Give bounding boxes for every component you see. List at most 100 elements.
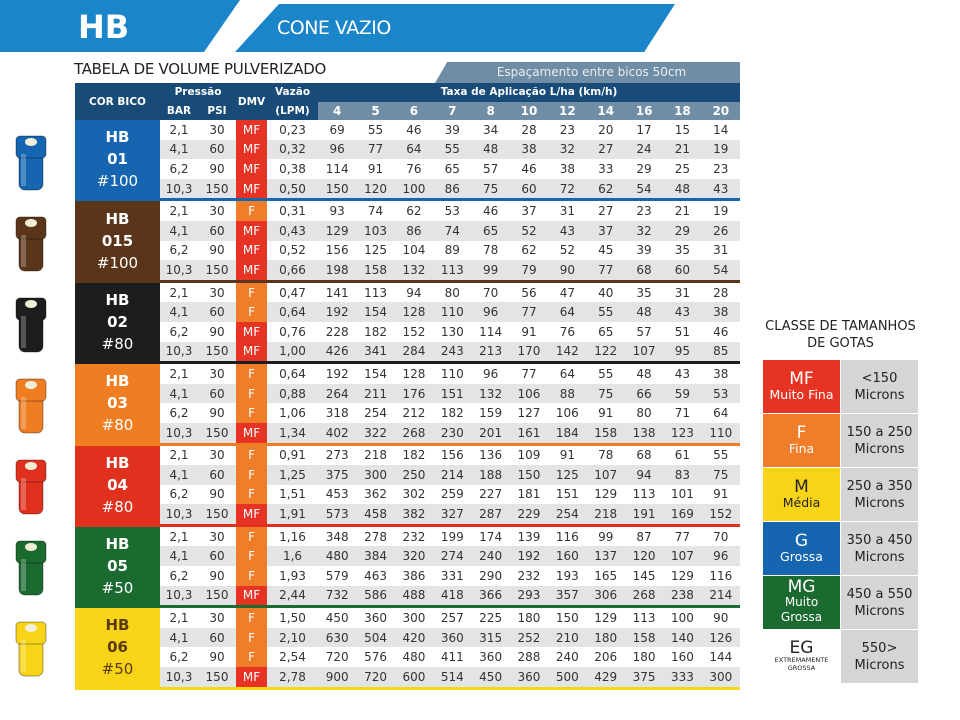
rate-value: 101 xyxy=(670,487,694,502)
rate-value: 360 xyxy=(433,627,472,648)
psi-value: 30 xyxy=(209,204,225,219)
rate-value: 411 xyxy=(440,650,464,665)
dmv-value: MF xyxy=(236,139,268,160)
dmv-value: F xyxy=(236,302,268,322)
rate-value: 174 xyxy=(479,529,503,544)
rate-value: 152 xyxy=(701,504,740,524)
rate-value: 38 xyxy=(713,366,729,381)
rate-value: 278 xyxy=(364,529,387,544)
rate-value: 89 xyxy=(444,243,460,258)
nozzle-code: 05 xyxy=(107,557,128,576)
flow-value: 0,66 xyxy=(267,260,319,280)
nozzle-name: HB xyxy=(105,616,130,635)
nozzle-code: 01 xyxy=(107,150,128,169)
bar-value: 2,1 xyxy=(169,366,189,381)
col-vazao: Vazão xyxy=(267,83,319,102)
legend-range-value: 550> xyxy=(861,640,898,656)
psi-value: 150 xyxy=(198,504,237,524)
rate-value: 83 xyxy=(663,465,702,485)
rate-value: 145 xyxy=(632,568,656,583)
rate-value: 900 xyxy=(318,667,357,687)
legend-range: 350 a 450 Microns xyxy=(840,522,918,575)
spacing-label: Espaçamento entre bicos 50cm xyxy=(435,62,740,83)
nozzle-icon xyxy=(12,537,50,599)
rate-value: 19 xyxy=(701,139,740,160)
psi-value: 90 xyxy=(209,650,225,665)
rate-value: 91 xyxy=(713,487,729,502)
rate-value: 156 xyxy=(325,243,349,258)
rate-value: 96 xyxy=(701,546,740,567)
rate-value: 74 xyxy=(367,204,384,219)
rate-value: 69 xyxy=(329,122,345,137)
bar-value: 10,3 xyxy=(160,260,198,280)
table-row: 6,2 90 MF 0,52 156 125 104 89 78 62 52 45 39 35 31 xyxy=(75,240,740,261)
dmv-value: MF xyxy=(236,341,268,362)
rate-value: 192 xyxy=(509,546,549,567)
rate-value: 38 xyxy=(701,302,740,322)
model-banner: HB xyxy=(0,0,240,52)
rate-value: 573 xyxy=(318,504,357,524)
rate-value: 62 xyxy=(586,178,625,199)
rate-value: 300 xyxy=(356,465,395,485)
nozzle-mesh: #50 xyxy=(101,660,134,679)
rate-value: 80 xyxy=(636,406,652,421)
rate-value: 55 xyxy=(367,122,384,137)
rate-value: 360 xyxy=(509,667,549,687)
legend-code: MF xyxy=(789,368,814,389)
psi-value: 30 xyxy=(209,366,225,381)
bar-value: 6,2 xyxy=(169,243,189,258)
rate-value: 45 xyxy=(598,243,614,258)
rate-value: 68 xyxy=(636,448,652,463)
rate-value: 116 xyxy=(555,529,579,544)
dmv-value: F xyxy=(236,647,268,668)
rate-value: 86 xyxy=(394,220,434,241)
table-row: 4,1 60 MF 0,43 129 103 86 74 65 52 43 37 32 29 26 xyxy=(75,220,740,241)
legend-range-unit: Microns xyxy=(854,657,905,673)
legend-range-value: 250 a 350 xyxy=(846,478,913,494)
col-bar: BAR xyxy=(160,101,198,120)
psi-value: 60 xyxy=(198,627,237,648)
dmv-value: MF xyxy=(236,120,268,140)
psi-value: 90 xyxy=(209,406,225,421)
rate-value: 31 xyxy=(713,243,729,258)
rate-value: 27 xyxy=(586,139,625,160)
rate-value: 28 xyxy=(713,285,729,300)
rate-value: 150 xyxy=(555,611,579,626)
rate-value: 20 xyxy=(598,122,614,137)
rate-value: 21 xyxy=(674,204,691,219)
table-row: 10,3 150 MF 1,00 426 341 284 243 213 170 142 122 107… xyxy=(75,341,740,362)
table-row: 6,2 90 MF 0,76 228 182 152 130 114 91 76 65 57 51 46 xyxy=(75,321,740,342)
rate-value: 75 xyxy=(471,178,510,199)
flow-value: 0,64 xyxy=(279,366,306,381)
flow-value: 0,47 xyxy=(279,285,306,300)
rate-value: 52 xyxy=(509,220,549,241)
bar-value: 2,1 xyxy=(169,285,189,300)
separator-line xyxy=(75,605,740,609)
rate-value: 426 xyxy=(318,341,357,362)
rate-value: 55 xyxy=(598,366,614,381)
psi-value: 90 xyxy=(209,487,225,502)
rate-value: 206 xyxy=(594,650,618,665)
legend-item: EG EXTREMAMENTE GROSSA 550> Microns xyxy=(763,630,918,684)
flow-value: 2,78 xyxy=(267,667,319,687)
rate-value: 80 xyxy=(444,285,460,300)
bar-value: 10,3 xyxy=(160,504,198,524)
dmv-value: MF xyxy=(236,240,268,261)
rate-value: 161 xyxy=(509,422,549,443)
rate-value: 104 xyxy=(402,243,426,258)
rate-value: 229 xyxy=(509,504,549,524)
rate-value: 71 xyxy=(674,406,691,421)
dmv-value: MF xyxy=(236,667,268,687)
psi-value: 60 xyxy=(198,220,237,241)
nozzle-name: HB xyxy=(105,209,130,228)
table-row: HB 04 #80 2,1 30 F 0,91 273 218 182 156 136 109 91 78 6… xyxy=(75,445,740,524)
rate-value: 96 xyxy=(318,139,357,160)
rate-value: 257 xyxy=(440,611,464,626)
legend-range: 450 a 550 Microns xyxy=(840,576,918,629)
type-title: CONE VAZIO xyxy=(277,17,391,39)
flow-value: 1,50 xyxy=(279,611,306,626)
rate-value: 212 xyxy=(402,406,426,421)
rate-value: 152 xyxy=(402,324,426,339)
rate-value: 327 xyxy=(433,504,472,524)
rate-value: 107 xyxy=(624,341,664,362)
